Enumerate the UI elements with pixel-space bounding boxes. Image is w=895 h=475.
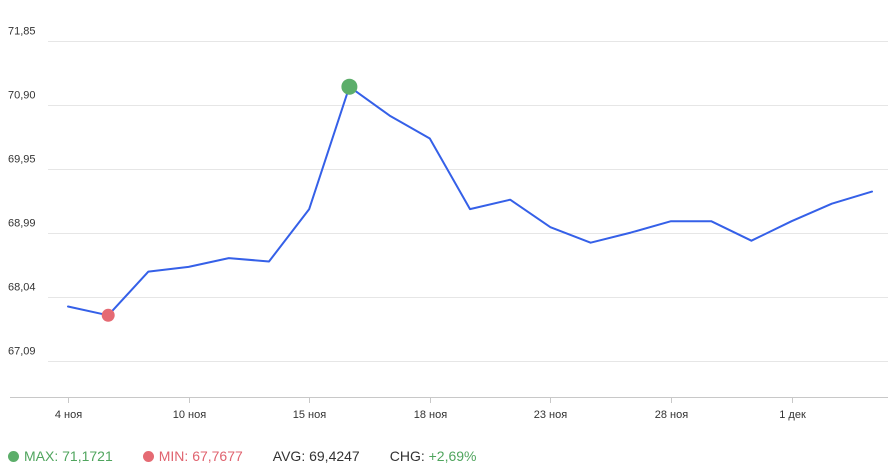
stats-legend: MAX: 71,1721 MIN: 67,7677 AVG: 69,4247 C…	[8, 448, 506, 464]
y-tick-label: 71,85	[8, 26, 36, 38]
y-tick-label: 67,09	[8, 346, 36, 358]
max-label: MAX:	[24, 448, 59, 464]
avg-value: 69,4247	[309, 448, 360, 464]
exchange-rate-line-chart: 71,85 70,90 69,95 68,99 68,04 67,09 4 ноя 10 н…	[8, 26, 888, 421]
min-marker	[101, 308, 115, 322]
markers	[101, 78, 358, 322]
max-dot-icon	[8, 450, 19, 462]
x-tick-label: 15 ноя	[293, 409, 326, 421]
legend-min: MIN: 67,7677	[142, 448, 243, 464]
y-axis-labels: 71,85 70,90 69,95 68,99 68,04 67,09	[8, 26, 36, 358]
max-marker	[341, 78, 358, 95]
x-tick-label: 10 ноя	[173, 409, 206, 421]
chg-label: CHG:	[389, 448, 425, 464]
grid	[48, 41, 888, 362]
series	[67, 85, 873, 317]
series-line	[67, 85, 873, 317]
chg-value: +2,69%	[428, 448, 477, 464]
min-value: 67,7677	[192, 448, 243, 464]
x-axis: 4 ноя 10 ноя 15 ноя 18 ноя 23 ноя 28 ноя 1 дек	[10, 397, 888, 421]
y-tick-label: 70,90	[8, 90, 36, 102]
x-tick-label: 4 ноя	[55, 409, 82, 421]
max-value: 71,1721	[62, 448, 113, 464]
x-tick-label: 18 ноя	[414, 409, 447, 421]
x-tick-label: 28 ноя	[655, 409, 688, 421]
legend-max: MAX: 71,1721	[8, 448, 113, 464]
legend-chg: CHG: +2,69%	[390, 448, 477, 464]
y-tick-label: 68,04	[8, 282, 36, 294]
x-tick-label: 1 дек	[779, 409, 806, 421]
avg-label: AVG:	[272, 448, 306, 464]
min-label: MIN:	[158, 448, 189, 464]
x-tick-label: 23 ноя	[534, 409, 567, 421]
min-dot-icon	[142, 450, 154, 462]
y-tick-label: 68,99	[8, 218, 36, 230]
y-tick-label: 69,95	[8, 154, 36, 166]
legend-avg: AVG: 69,4247	[273, 448, 360, 464]
